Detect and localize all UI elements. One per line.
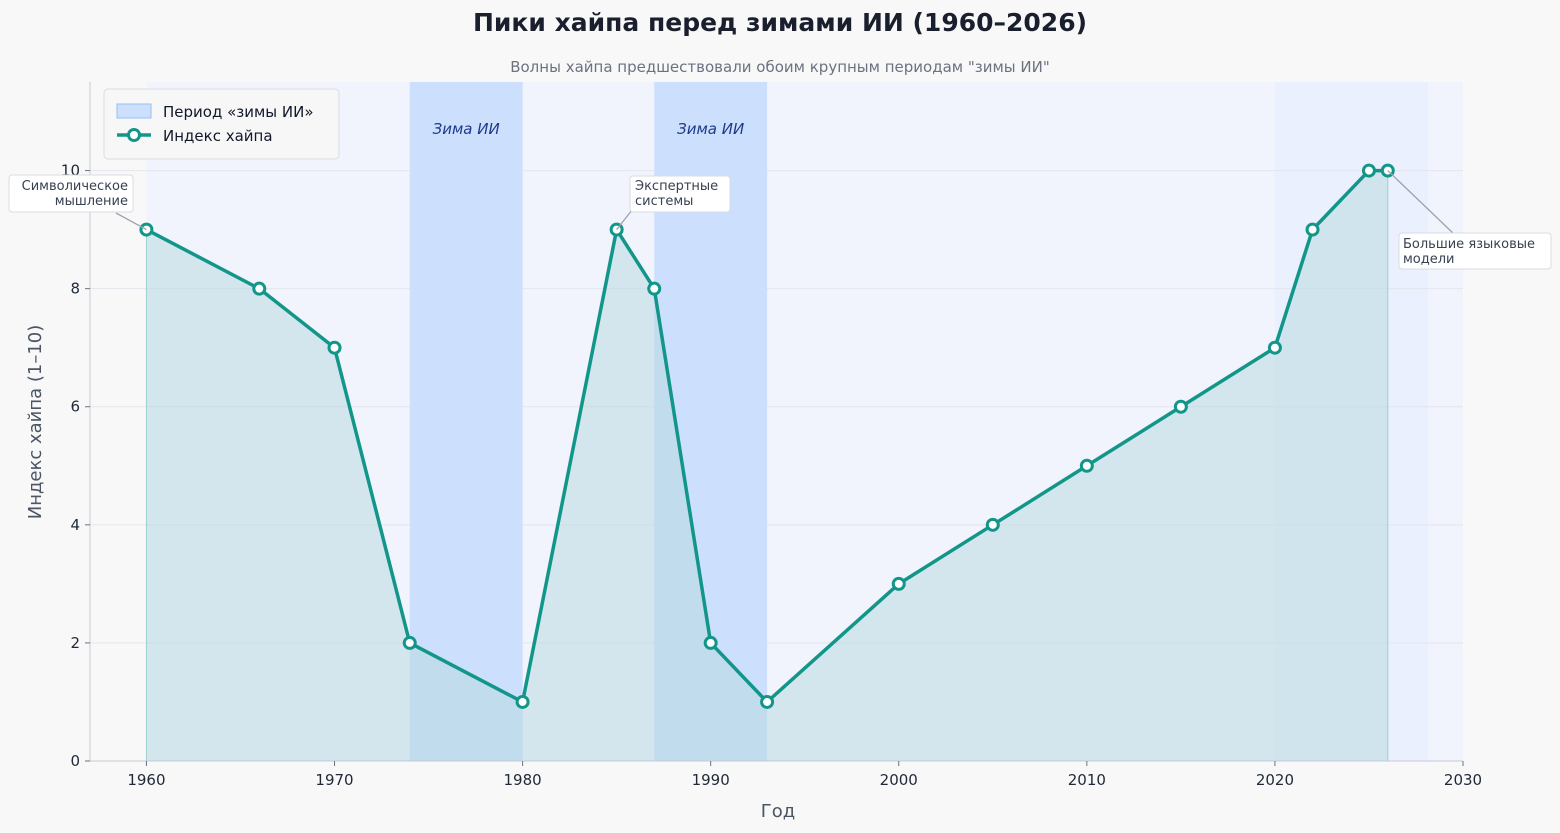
y-tick-label: 0 — [70, 752, 80, 770]
legend-winter-swatch — [116, 103, 152, 119]
annotation-text: Экспертные — [635, 179, 718, 194]
y-tick-label: 4 — [70, 516, 80, 534]
data-point — [1267, 340, 1282, 355]
annotation-text: Большие языковые — [1403, 237, 1535, 252]
y-tick-label: 8 — [70, 280, 80, 298]
data-point — [1305, 222, 1320, 237]
legend-marker — [127, 128, 141, 142]
data-point — [327, 340, 342, 355]
annotation-text: мышление — [55, 194, 128, 209]
x-tick-label: 1970 — [315, 771, 353, 789]
legend: Период «зимы ИИ» Индекс хайпа — [103, 88, 340, 160]
annotation-text: системы — [635, 194, 693, 209]
x-tick-label: 1980 — [503, 771, 541, 789]
chart-title: Пики хайпа перед зимами ИИ (1960–2026) — [473, 8, 1087, 37]
data-point — [1361, 163, 1376, 178]
data-point — [703, 635, 718, 650]
data-point — [1079, 458, 1094, 473]
x-tick-label: 2000 — [880, 771, 918, 789]
x-tick-label: 2030 — [1444, 771, 1482, 789]
y-tick-label: 6 — [70, 398, 80, 416]
annotation-box — [8, 174, 134, 213]
x-tick-label: 1960 — [127, 771, 165, 789]
legend-series-label: Индекс хайпа — [163, 127, 273, 145]
annotation-connector — [1387, 170, 1456, 236]
chart-subtitle: Волны хайпа предшествовали обоим крупным… — [510, 58, 1050, 76]
winter-band-label: Зима ИИ — [677, 120, 744, 138]
data-point — [515, 694, 530, 709]
x-tick-label: 2010 — [1068, 771, 1106, 789]
data-point — [985, 517, 1000, 532]
data-point — [1173, 399, 1188, 414]
data-point — [647, 281, 662, 296]
data-point — [402, 635, 417, 650]
x-axis-label: Год — [761, 801, 795, 822]
winter-band — [409, 82, 523, 761]
annotation-box — [1398, 232, 1552, 270]
data-point — [252, 281, 267, 296]
y-tick-label: 2 — [70, 634, 80, 652]
series-area-fill — [146, 170, 1388, 762]
annotation-text: Символическое — [22, 179, 128, 194]
winter-band-label: Зима ИИ — [433, 120, 500, 138]
x-tick-label: 2020 — [1256, 771, 1294, 789]
y-axis-label: Индекс хайпа (1–10) — [25, 325, 46, 520]
annotation-connector — [115, 212, 147, 231]
annotation-box — [629, 175, 731, 213]
annotation-connector — [616, 209, 633, 231]
data-point — [760, 694, 775, 709]
data-point — [891, 576, 906, 591]
annotation-text: модели — [1403, 252, 1455, 267]
legend-winter-label: Период «зимы ИИ» — [163, 103, 314, 121]
x-tick-label: 1990 — [692, 771, 730, 789]
legend-box — [103, 88, 340, 160]
